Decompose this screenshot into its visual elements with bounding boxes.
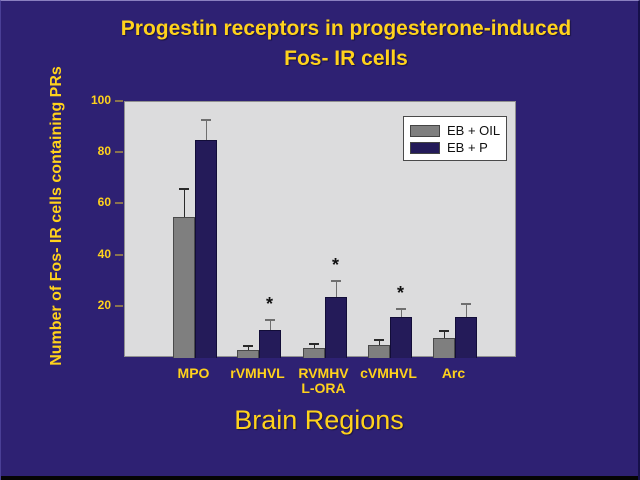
bar-EBP-RVMHVL-ORA — [324, 296, 347, 358]
bar-EBP-Arc — [454, 317, 477, 358]
bottom-border — [1, 476, 638, 480]
chart-title-line1: Progestin receptors in progesterone-indu… — [120, 17, 572, 40]
bar-EBOIL-MPO — [172, 217, 195, 358]
x-category-label-cVMHVL: cVMHVL — [343, 366, 435, 381]
legend-swatch-eb-p — [410, 141, 440, 154]
error-bar-cap — [308, 342, 319, 345]
y-tick-mark — [115, 151, 123, 154]
x-category-label-line: L-ORA — [301, 380, 346, 396]
error-bar — [247, 346, 249, 351]
bar-EBOIL-cVMHVL — [367, 345, 390, 358]
error-bar-cap — [438, 330, 449, 333]
error-bar — [378, 340, 380, 346]
x-category-label-line: cVMHVL — [360, 365, 417, 381]
bar-EBP-MPO — [194, 140, 217, 358]
error-bar — [313, 343, 315, 348]
y-tick-label-40: 40 — [97, 246, 111, 261]
legend: EB + OIL EB + P — [403, 116, 507, 161]
y-tick-label-80: 80 — [97, 144, 111, 159]
bar-EBP-rVMHVL — [258, 329, 281, 358]
error-bar — [443, 331, 445, 338]
legend-item-eb-p: EB + P — [410, 139, 500, 156]
significance-asterisk-RVMHVL-ORA: * — [331, 255, 339, 276]
significance-asterisk-rVMHVL: * — [265, 293, 273, 314]
y-tick-mark — [115, 202, 123, 205]
legend-label-eb-oil: EB + OIL — [447, 123, 501, 138]
x-category-label-line: RVMHV — [298, 365, 349, 381]
y-tick-mark — [115, 304, 123, 307]
y-tick-mark — [115, 253, 123, 256]
x-category-label-RVMHVL-ORA: RVMHV L-ORA — [278, 366, 370, 396]
legend-item-eb-oil: EB + OIL — [410, 122, 500, 139]
legend-swatch-eb-oil — [410, 124, 440, 137]
x-axis-title: Brain Regions — [234, 405, 404, 435]
chart-title: Progestin receptors in progesterone-indu… — [61, 14, 631, 74]
error-bar-cap — [395, 308, 406, 311]
y-tick-label-60: 60 — [97, 195, 111, 210]
error-bar — [205, 119, 207, 141]
x-category-label-rVMHVL: rVMHVL — [212, 366, 304, 381]
error-bar — [183, 189, 185, 218]
error-bar-cap — [242, 345, 253, 348]
error-bar-cap — [460, 303, 471, 306]
x-category-label-line: Arc — [441, 365, 466, 381]
bar-EBOIL-rVMHVL — [236, 350, 259, 358]
bar-EBOIL-RVMHVL-ORA — [302, 347, 325, 358]
error-bar-cap — [264, 318, 275, 321]
error-bar-cap — [200, 118, 211, 121]
error-bar-cap — [330, 280, 341, 283]
y-tick-label-20: 20 — [97, 297, 111, 312]
y-axis-title: Number of Fos- IR cells containing PRs — [48, 66, 65, 366]
bar-EBP-cVMHVL — [389, 317, 412, 358]
bar-EBOIL-Arc — [432, 337, 455, 358]
legend-label-eb-p: EB + P — [447, 140, 488, 155]
chart-title-line2: Fos- IR cells — [284, 47, 408, 70]
x-category-label-line: rVMHVL — [230, 365, 285, 381]
error-bar — [269, 319, 271, 330]
error-bar — [465, 304, 467, 318]
x-category-label-Arc: Arc — [408, 366, 500, 381]
y-tick-mark — [115, 100, 123, 102]
x-category-label-line: MPO — [177, 365, 210, 381]
x-category-label-MPO: MPO — [148, 366, 240, 381]
significance-asterisk-cVMHVL: * — [396, 283, 404, 304]
error-bar-cap — [178, 188, 189, 191]
y-tick-label-100: 100 — [90, 93, 111, 107]
error-bar — [400, 309, 402, 318]
error-bar — [335, 281, 337, 297]
error-bar-cap — [373, 339, 384, 342]
